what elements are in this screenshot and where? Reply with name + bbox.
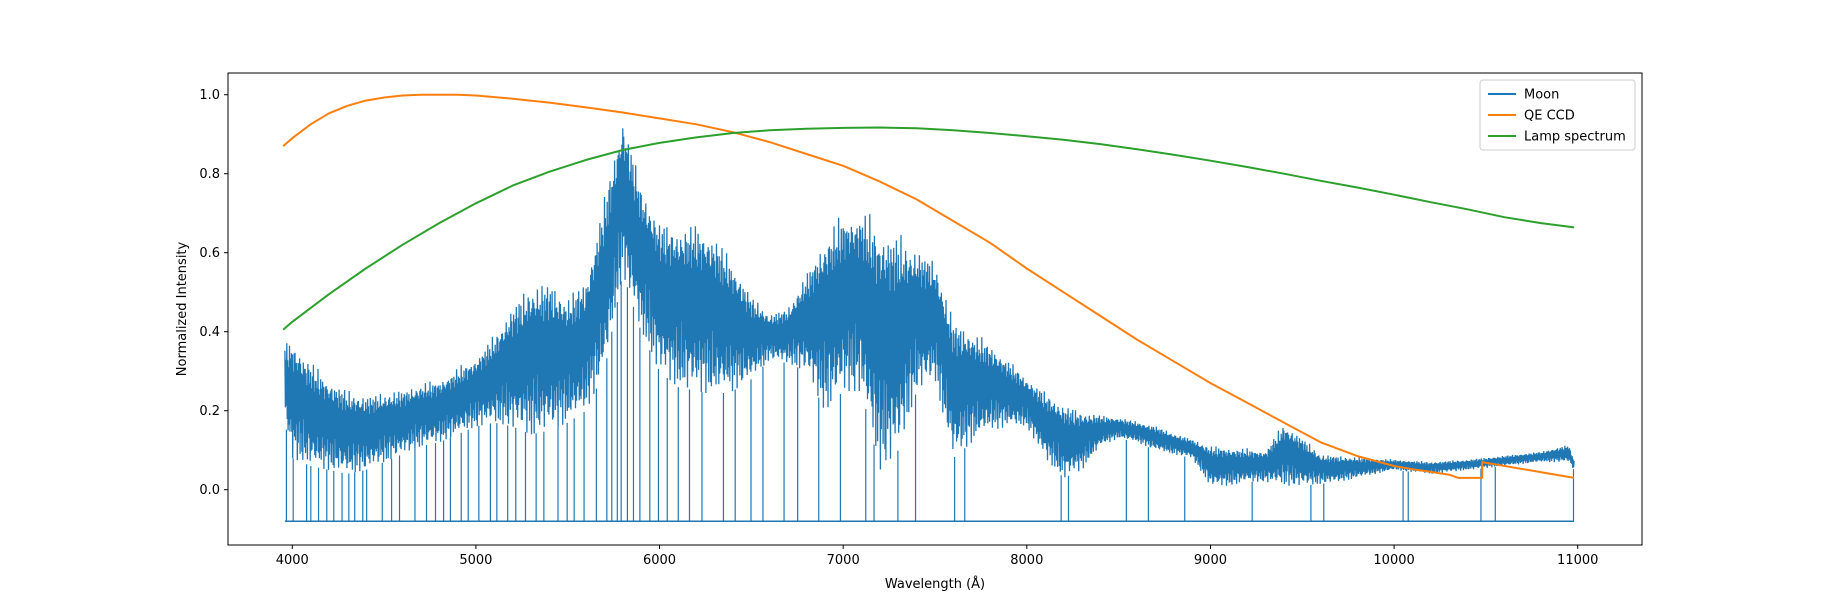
x-tick-label: 7000 xyxy=(827,553,860,568)
y-tick-label: 0.6 xyxy=(199,246,220,261)
legend-label: QE CCD xyxy=(1524,109,1575,124)
y-axis-label: Normalized Intensity xyxy=(175,241,190,376)
x-tick-label: 8000 xyxy=(1010,553,1043,568)
y-tick-label: 0.2 xyxy=(199,404,220,419)
legend-box xyxy=(1479,79,1636,151)
y-tick-label: 0.8 xyxy=(199,167,220,182)
legend-label: Moon xyxy=(1524,88,1559,103)
x-tick-label: 9000 xyxy=(1194,553,1227,568)
x-tick-label: 5000 xyxy=(459,553,492,568)
y-tick-label: 0.4 xyxy=(199,325,220,340)
y-axis: 0.0 0.2 0.4 0.6 0.8 1.0 xyxy=(199,88,228,498)
series-qe-ccd-line xyxy=(282,93,1575,479)
legend-label: Lamp spectrum xyxy=(1524,130,1626,145)
legend: Moon QE CCD Lamp spectrum xyxy=(1479,79,1636,151)
y-tick-label: 0.0 xyxy=(199,483,220,498)
x-tick-label: 4000 xyxy=(276,553,309,568)
y-tick-label: 1.0 xyxy=(199,88,220,103)
x-axis: 4000 5000 6000 7000 8000 9000 10000 11000 xyxy=(276,545,1598,568)
series-layer xyxy=(282,93,1575,523)
x-tick-label: 6000 xyxy=(643,553,676,568)
plot-frame xyxy=(227,72,1643,546)
x-tick-label: 10000 xyxy=(1373,553,1414,568)
x-axis-label: Wavelength (Å) xyxy=(885,576,985,592)
series-lamp-spectrum-line xyxy=(282,126,1575,331)
x-tick-label: 11000 xyxy=(1557,553,1598,568)
